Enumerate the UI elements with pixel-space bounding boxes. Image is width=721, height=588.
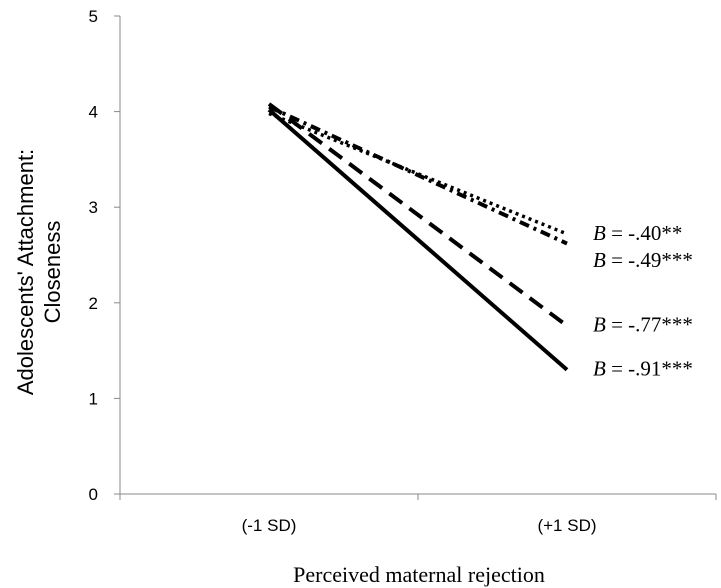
x-tick-label: (+1 SD) <box>537 516 596 535</box>
x-axis-title: Perceived maternal rejection <box>293 562 545 587</box>
series-lines <box>267 102 569 372</box>
y-tick-labels: 0 1 2 3 4 5 <box>89 7 98 504</box>
series-line-solid <box>267 108 569 372</box>
annotation-coefficient-symbol: B <box>593 313 606 337</box>
annotation-coefficient-value: = -.91*** <box>606 357 693 381</box>
x-tick-label: (-1 SD) <box>242 516 297 535</box>
axes <box>114 15 717 500</box>
annotation-coefficient-symbol: B <box>593 221 606 245</box>
y-axis-title-line-1: Adolescents' Attachment: <box>13 149 38 395</box>
annotations: B = -.40**B = -.49***B = -.77***B = -.91… <box>593 221 693 381</box>
annotation-coefficient-value: = -.49*** <box>606 248 693 272</box>
annotation-coefficient-symbol: B <box>593 357 606 381</box>
series-annotation: B = -.40** <box>593 221 682 245</box>
y-tick-label: 1 <box>89 389 98 408</box>
annotation-coefficient-value: = -.40** <box>606 221 683 245</box>
y-tick-label: 2 <box>89 294 98 313</box>
series-line-dotted <box>268 111 568 236</box>
y-tick-label: 5 <box>89 7 98 26</box>
series-line-dashed <box>267 102 569 328</box>
x-tick-labels: (-1 SD) (+1 SD) <box>242 516 597 535</box>
series-annotation: B = -.77*** <box>593 313 693 337</box>
annotation-coefficient-value: = -.77*** <box>606 313 693 337</box>
annotation-coefficient-symbol: B <box>593 248 606 272</box>
series-annotation: B = -.91*** <box>593 357 693 381</box>
y-tick-label: 0 <box>89 485 98 504</box>
y-tick-label: 3 <box>89 198 98 217</box>
y-axis-title-line-2: Closeness <box>40 221 65 324</box>
series-line-dash-dot <box>268 105 568 246</box>
y-tick-label: 4 <box>89 103 98 122</box>
series-annotation: B = -.49*** <box>593 248 693 272</box>
